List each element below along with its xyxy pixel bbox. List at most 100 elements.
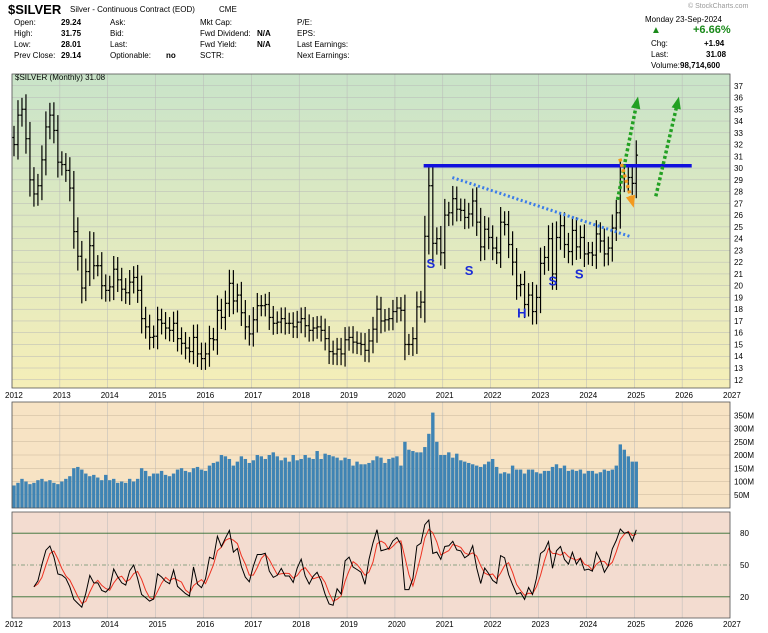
volume-bar [451,457,455,508]
price-bar [538,247,543,314]
price-bar [331,340,335,365]
volume-bar [231,465,236,508]
volume-bar [431,412,435,508]
price-bar [327,326,331,365]
price-bar [411,327,415,356]
ask-label: Ask: [110,18,126,27]
volume-bar [582,473,587,508]
volume-bar [403,441,407,508]
price-bar [87,231,92,287]
price-bar [498,207,503,268]
y-tick-label: 14 [734,352,743,361]
volume-bar [327,455,331,508]
volume-bar [379,457,383,508]
volume-bar [363,464,367,508]
volume-bar [506,473,511,508]
price-bar [175,310,180,352]
volume-bar [478,466,483,508]
x-tick-label: 2015 [149,620,167,629]
rsi-panel [12,512,730,618]
price-bar [36,173,40,206]
price-bar [16,100,20,160]
volume-bar [427,433,431,508]
rsi-tick-label: 80 [740,529,749,538]
pattern-label: S [465,263,474,278]
volume-bar [343,457,347,508]
y-tick-label: 23 [734,246,743,255]
volume-bar [423,447,427,508]
open-value: 29.24 [61,18,82,27]
price-bar [423,215,427,323]
volume-bar [554,464,559,508]
price-bar [494,236,499,265]
price-bar [303,306,307,338]
price-bar [227,269,232,317]
sctr-label: SCTR: [200,51,224,60]
fwd-yield-label: Fwd Yield: [200,40,237,49]
price-bar [379,296,383,334]
volume-bar [127,478,132,508]
volume-bar [175,469,180,508]
volume-bar [40,478,44,508]
price-bar [458,198,463,222]
price-bar [323,318,327,351]
volume-bar [112,478,116,508]
volume-bar [443,455,447,508]
x-tick-label: 2023 [532,620,550,629]
price-bar [56,115,60,178]
volume-bar [510,465,515,508]
volume-bar [606,470,611,508]
price-bar [403,294,407,361]
volume-bar [303,455,307,508]
rsi-signal-line [33,528,637,604]
volume-bar [550,466,555,508]
volume-bar [351,465,355,508]
volume-bar [534,472,539,508]
price-bar [123,278,128,304]
price-bar [558,213,563,250]
volume-bar [570,469,575,508]
exchange-label: CME [219,5,237,14]
price-bar [223,290,228,331]
price-bar [482,216,487,261]
optionable-label: Optionable: [110,51,151,60]
volume-tick-label: 350M [734,411,754,420]
eps-label: EPS: [297,29,316,38]
volume-bar [411,451,415,508]
x-tick-label: 2018 [292,391,310,400]
fwd-dividend-value: N/A [257,29,271,38]
high-label: High: [14,29,33,38]
volume-bar [307,457,311,508]
y-tick-label: 12 [734,376,743,385]
low-value: 28.01 [61,40,82,49]
price-bar [95,255,100,277]
price-bar [211,327,216,351]
x-tick-label: 2022 [484,391,502,400]
price-bar [514,248,519,300]
volume-bar [463,461,467,508]
x-tick-label: 2027 [723,620,741,629]
price-bar [143,306,148,339]
prev-close-label: Prev Close: [14,51,56,60]
price-bar [275,311,280,335]
x-tick-label: 2018 [292,620,310,629]
volume-bar [84,473,88,508]
price-bar [566,232,571,264]
rsi-tick-label: 20 [740,593,749,602]
volume-bar [203,470,208,508]
price-bar [431,166,435,263]
volume-bar [179,468,184,508]
volume-bar [622,449,626,508]
chg-value: +1.94 [704,39,725,48]
y-tick-label: 13 [734,364,743,373]
volume-bar [163,474,168,508]
price-bar [578,225,583,259]
price-bar [446,201,451,227]
volume-bar [562,465,567,508]
x-tick-label: 2023 [532,391,550,400]
x-tick-label: 2013 [53,391,71,400]
symbol-title[interactable]: $SILVER [8,2,62,17]
volume-bar [119,481,124,508]
price-bar [598,222,603,253]
